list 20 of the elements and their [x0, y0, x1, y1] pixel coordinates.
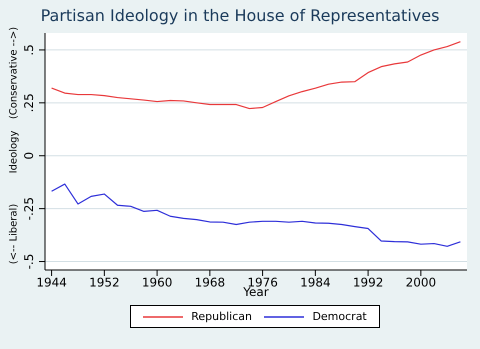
line-series [50, 41, 462, 110]
x-tick-label: 1960 [142, 276, 172, 290]
y-tick-label: .25 [22, 93, 36, 112]
text: (Conservative -->) [8, 27, 20, 120]
y-axis-title: Ideology [8, 130, 20, 173]
text: (<-- Liberal) [8, 204, 20, 265]
y-tick-label: 0 [22, 152, 36, 160]
y-tick-label: .5 [22, 44, 36, 56]
y-tick-label: -.25 [22, 196, 36, 220]
legend-label: Republican [191, 310, 252, 323]
line-series [50, 183, 462, 247]
y-tick-label: -.5 [22, 254, 36, 270]
chart-title: Partisan Ideology in the House of Representatives [40, 6, 440, 25]
x-tick-label: 1944 [36, 276, 67, 290]
x-tick-label: 2000 [406, 276, 436, 290]
x-tick-label: 1952 [89, 276, 120, 290]
legend-label: Democrat [312, 310, 367, 323]
x-tick-label: 1968 [194, 276, 226, 290]
x-tick-label: 1984 [300, 276, 331, 290]
x-tick-label: 1992 [352, 276, 384, 290]
